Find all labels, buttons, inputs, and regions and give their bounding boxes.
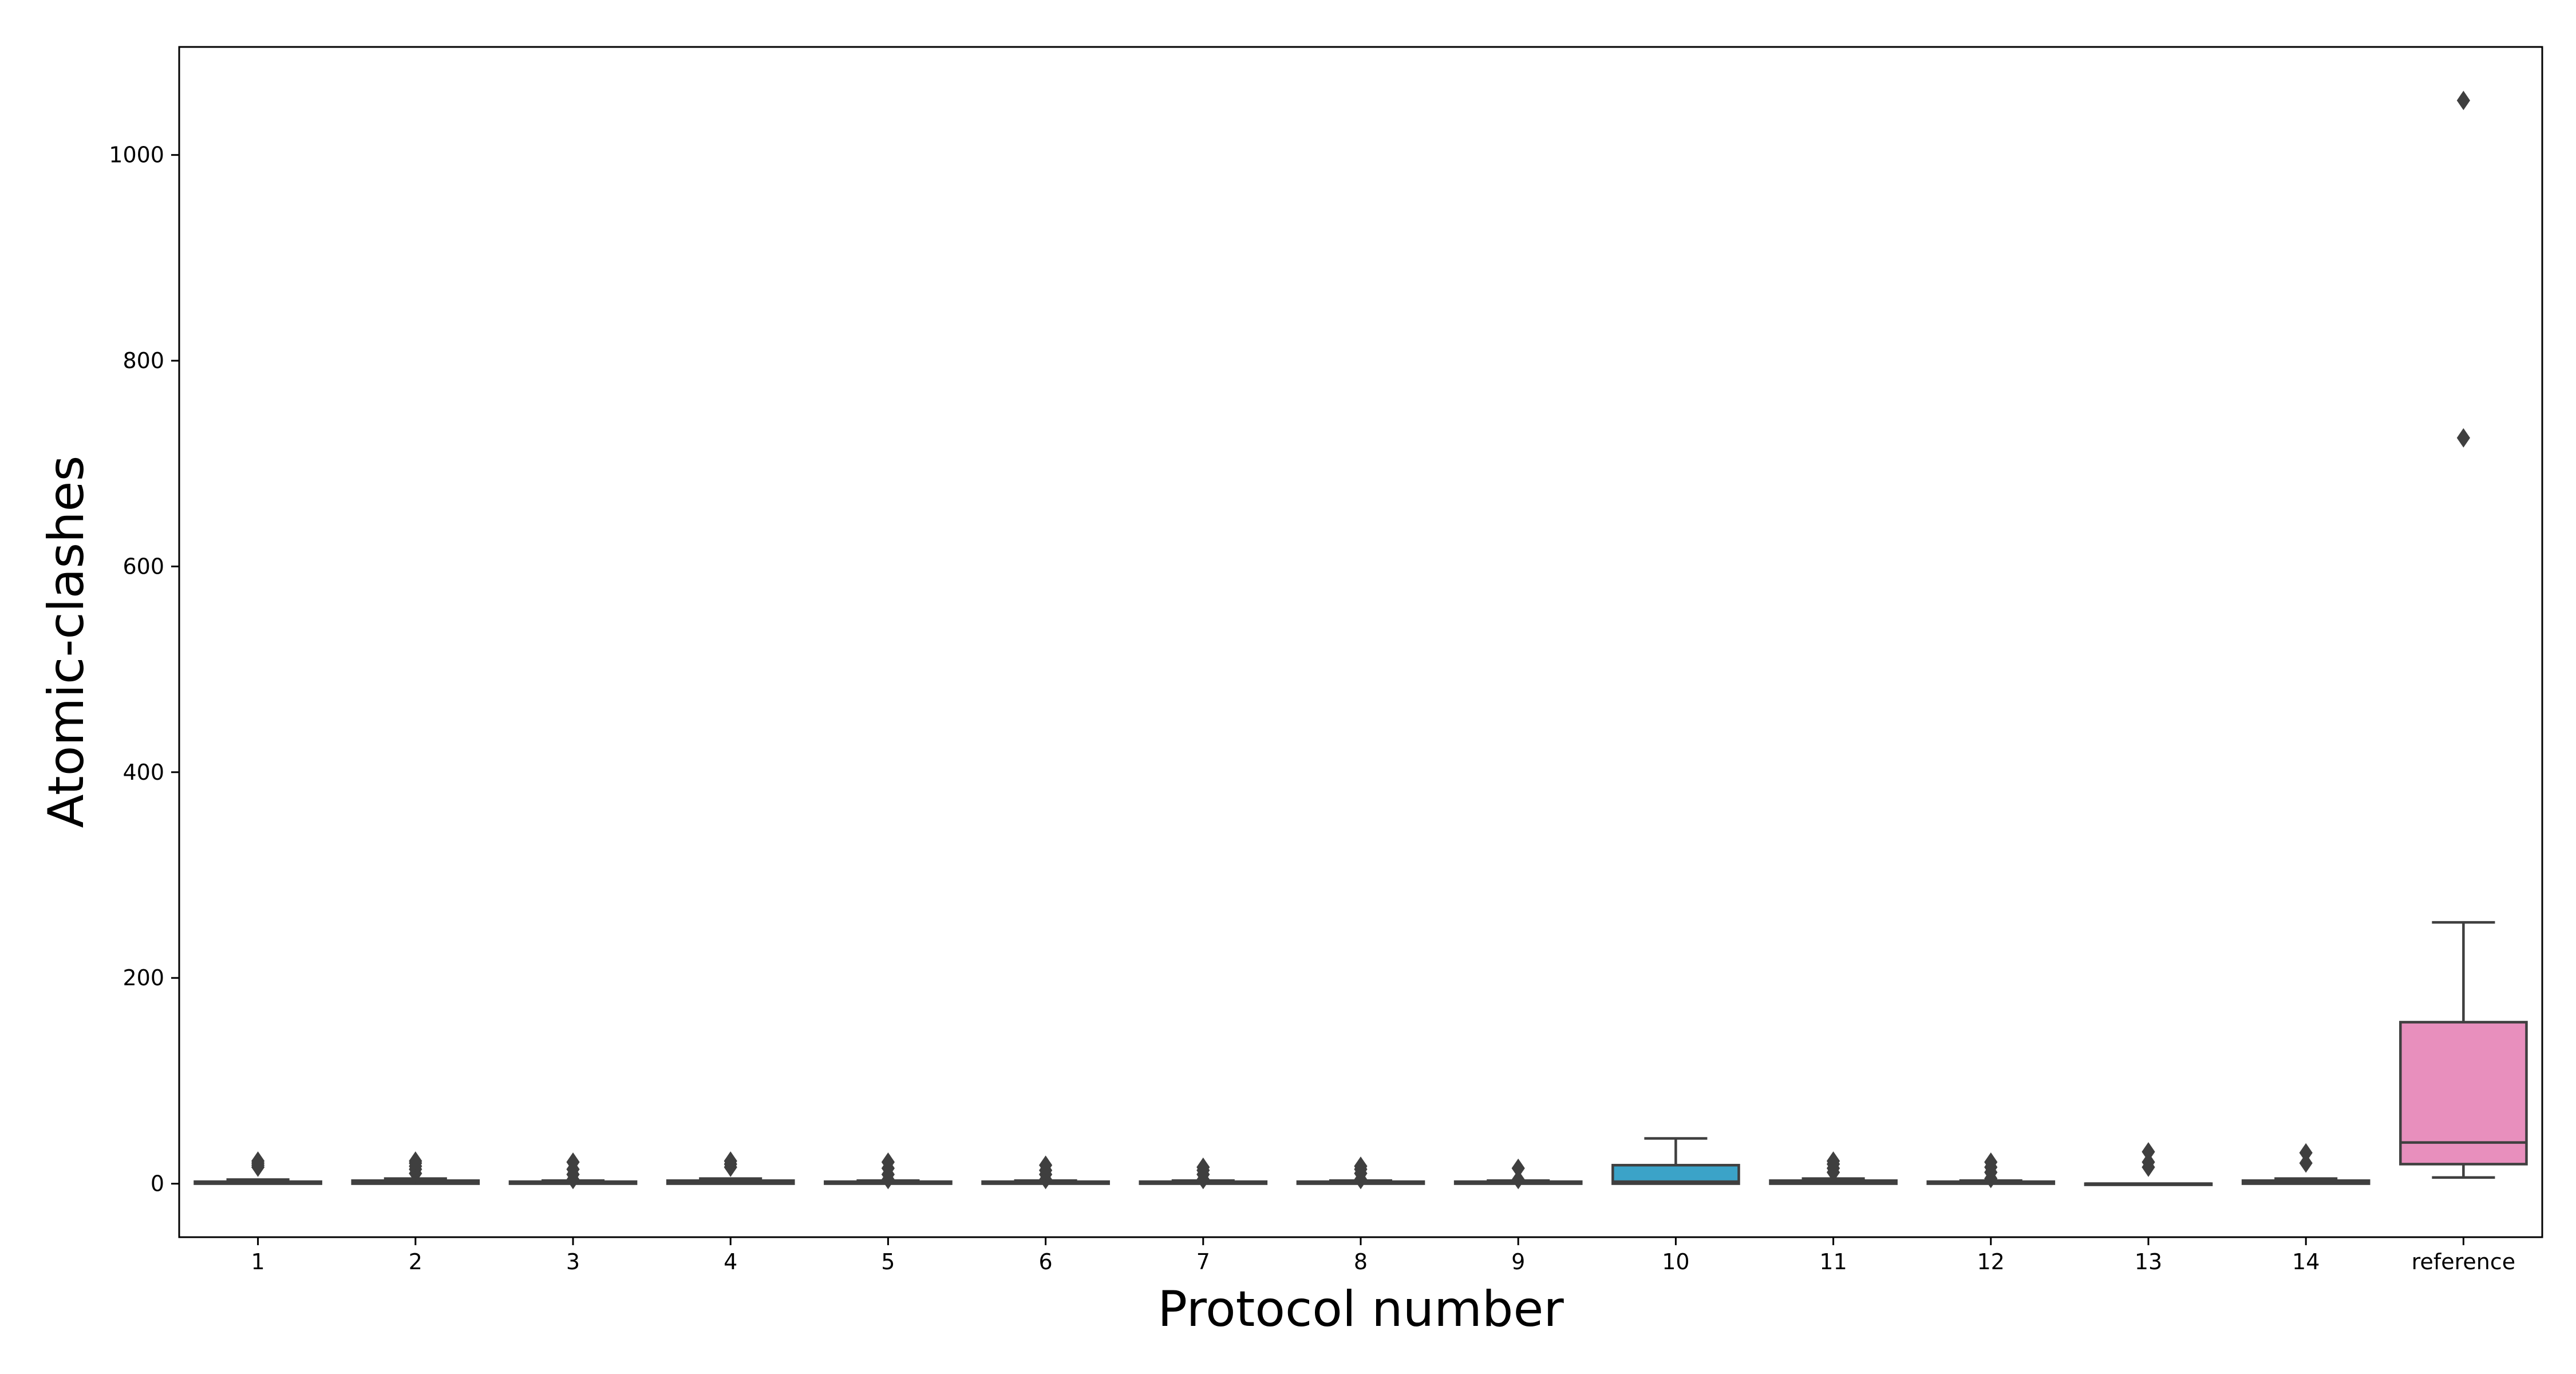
outlier-point <box>2456 428 2471 448</box>
x-tick-label: 5 <box>881 1249 895 1274</box>
box-series <box>193 90 2528 1190</box>
x-tick-label: reference <box>2412 1249 2515 1274</box>
box-2 <box>351 1151 480 1185</box>
box-10 <box>1611 1137 1740 1185</box>
x-tick-label: 14 <box>2292 1249 2320 1274</box>
x-axis-title: Protocol number <box>1157 1281 1564 1338</box>
x-axis: 1 2 3 4 5 6 7 8 9 10 11 12 13 14 reference <box>251 1237 2515 1274</box>
box-5 <box>824 1152 953 1190</box>
box-6 <box>981 1155 1110 1190</box>
outlier-point <box>1038 1155 1053 1175</box>
outlier-point <box>251 1151 265 1171</box>
outlier-point <box>566 1152 580 1172</box>
box-1 <box>193 1151 322 1185</box>
box-13 <box>2084 1142 2213 1186</box>
box-body <box>2399 1021 2528 1166</box>
x-tick-label: 7 <box>1196 1249 1210 1274</box>
outlier-point <box>2299 1143 2313 1163</box>
y-tick-label: 1000 <box>109 143 164 168</box>
outlier-point <box>1826 1151 1840 1171</box>
box-7 <box>1139 1157 1268 1190</box>
x-tick-label: 6 <box>1039 1249 1053 1274</box>
x-tick-label: 9 <box>1511 1249 1525 1274</box>
outlier-point <box>1354 1156 1368 1176</box>
x-tick-label: 1 <box>251 1249 265 1274</box>
box-11 <box>1769 1151 1898 1185</box>
outlier-point <box>1984 1152 1998 1172</box>
outlier-point <box>2142 1142 2155 1162</box>
box-8 <box>1296 1156 1425 1190</box>
box-reference <box>2399 90 2528 1179</box>
y-axis: 0 200 400 600 800 1000 <box>109 143 179 1197</box>
box-9 <box>1453 1158 1583 1190</box>
x-tick-label: 3 <box>566 1249 580 1274</box>
box-3 <box>508 1152 638 1190</box>
x-tick-label: 11 <box>1819 1249 1847 1274</box>
plot-frame <box>178 46 2543 1238</box>
x-tick-label: 10 <box>1662 1249 1689 1274</box>
outlier-point <box>2456 90 2471 110</box>
outlier-point <box>1511 1170 1525 1190</box>
box-14 <box>2241 1143 2370 1185</box>
outlier-point <box>2142 1152 2155 1172</box>
y-tick-label: 800 <box>123 348 164 373</box>
x-tick-label: 4 <box>724 1249 737 1274</box>
outlier-point <box>724 1151 737 1171</box>
x-tick-label: 2 <box>409 1249 422 1274</box>
box-4 <box>666 1151 795 1185</box>
outlier-point <box>1511 1158 1525 1178</box>
x-tick-label: 12 <box>1977 1249 2005 1274</box>
outlier-point <box>1196 1157 1210 1177</box>
outlier-point <box>881 1152 895 1172</box>
y-tick-label: 600 <box>123 554 164 579</box>
y-tick-label: 0 <box>151 1171 164 1197</box>
box-12 <box>1926 1152 2056 1189</box>
x-tick-label: 8 <box>1354 1249 1368 1274</box>
y-tick-label: 200 <box>123 965 164 990</box>
outlier-point <box>2299 1153 2313 1173</box>
y-tick-label: 400 <box>123 760 164 785</box>
y-axis-title: Atomic-clashes <box>38 456 95 828</box>
x-tick-label: 13 <box>2135 1249 2162 1274</box>
outlier-point <box>409 1151 422 1171</box>
